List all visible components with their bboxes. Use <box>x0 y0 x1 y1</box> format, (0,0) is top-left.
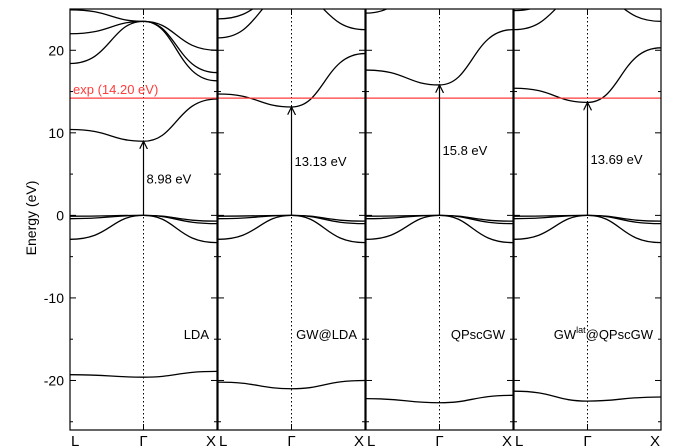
panel-3: 15.8 eV QPscGW L Γ X <box>365 8 514 448</box>
band-line <box>514 390 661 402</box>
band-line <box>218 379 365 390</box>
band-line <box>366 394 513 404</box>
panel-1: 8.98 eV LDA L Γ X <box>69 8 218 448</box>
band-line <box>366 214 513 222</box>
band-line <box>514 214 661 244</box>
panel-method-label: LDA <box>184 327 210 342</box>
y-tick-label: 10 <box>48 125 64 141</box>
panel-frame <box>69 8 218 431</box>
y-tick-label: -20 <box>44 372 64 388</box>
x-tick-label: Γ <box>435 433 443 448</box>
x-tick-label: L <box>367 433 375 448</box>
x-tick-label: L <box>71 433 79 448</box>
panel-method-label: QPscGW <box>451 327 506 342</box>
panel-method-label: GWlat@QPscGW <box>554 325 654 342</box>
band-line <box>218 214 365 244</box>
x-tick-label: X <box>354 433 364 448</box>
gap-value-label: 13.69 eV <box>591 152 643 167</box>
x-tick-label: L <box>219 433 227 448</box>
band-line <box>514 214 661 222</box>
gap-value-label: 15.8 eV <box>443 143 488 158</box>
x-tick-label: X <box>502 433 512 448</box>
panel-frame <box>513 8 662 431</box>
panels-group: 8.98 eV LDA L Γ X 13.13 eV GW@LDA L Γ X 15.8 eV QPs… <box>69 8 662 448</box>
bands-group <box>218 9 365 390</box>
y-tick-label: 20 <box>48 42 64 58</box>
y-tick-label: -10 <box>44 290 64 306</box>
panel-frame <box>217 8 366 431</box>
bands-group <box>514 9 661 402</box>
x-tick-label: Γ <box>139 433 147 448</box>
band-line <box>514 9 661 31</box>
panel-2: 13.13 eV GW@LDA L Γ X <box>217 8 366 448</box>
gap-value-label: 13.13 eV <box>295 154 347 169</box>
x-tick-label: X <box>650 433 660 448</box>
band-line <box>70 9 217 51</box>
experimental-gap-label: exp (14.20 eV) <box>73 82 158 97</box>
band-line <box>366 214 513 244</box>
band-line <box>218 9 365 20</box>
band-line <box>218 9 365 39</box>
band-line <box>70 214 217 244</box>
band-line <box>70 370 217 378</box>
x-tick-label: X <box>206 433 216 448</box>
y-axis: -20 -10 0 10 20 <box>44 42 64 388</box>
panel-method-label: GW@LDA <box>296 327 357 342</box>
band-line <box>218 214 365 222</box>
band-line <box>70 214 217 222</box>
panel-4: 13.69 eV GWlat@QPscGW L Γ X <box>513 8 662 448</box>
x-tick-label: Γ <box>583 433 591 448</box>
x-tick-label: L <box>515 433 523 448</box>
x-tick-label: Γ <box>287 433 295 448</box>
y-axis-label: Energy (eV) <box>23 181 39 256</box>
gap-value-label: 8.98 eV <box>147 171 192 186</box>
y-tick-label: 0 <box>56 207 64 223</box>
